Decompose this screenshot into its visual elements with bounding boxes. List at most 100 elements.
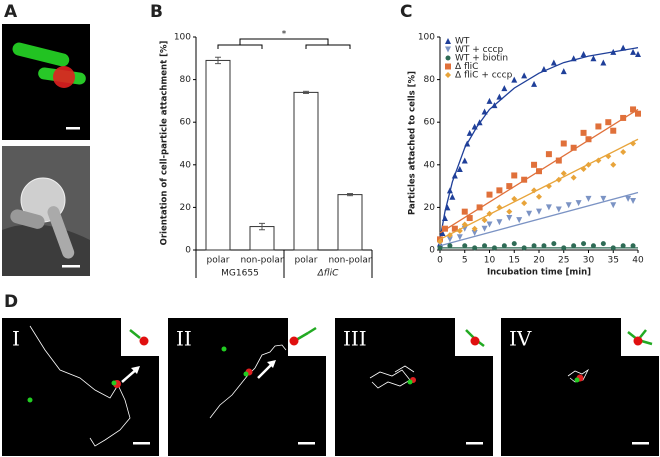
point bbox=[541, 243, 547, 249]
point bbox=[481, 108, 488, 115]
sub-panel-label: II bbox=[176, 327, 192, 351]
track-images bbox=[2, 318, 659, 456]
point bbox=[464, 140, 471, 147]
point bbox=[565, 202, 572, 209]
point bbox=[595, 157, 602, 164]
point bbox=[551, 241, 557, 247]
legend-marker bbox=[445, 55, 451, 61]
point bbox=[605, 119, 612, 126]
point bbox=[531, 161, 538, 168]
point bbox=[491, 102, 498, 109]
legend-marker bbox=[445, 63, 451, 70]
point bbox=[496, 204, 503, 211]
x-tick-label: non-polar bbox=[240, 256, 283, 266]
point bbox=[595, 123, 602, 130]
point bbox=[545, 183, 552, 190]
point bbox=[471, 229, 478, 236]
bar bbox=[293, 91, 319, 251]
legend-label: Δ fliC bbox=[455, 62, 478, 72]
legend-marker bbox=[445, 38, 451, 44]
fit-line bbox=[439, 138, 639, 240]
point bbox=[575, 200, 582, 207]
point bbox=[476, 204, 483, 211]
legend-label: WT bbox=[455, 37, 470, 47]
point bbox=[501, 243, 507, 249]
point bbox=[486, 191, 493, 198]
point bbox=[630, 106, 637, 113]
bracket bbox=[239, 38, 329, 45]
point bbox=[444, 204, 451, 211]
point bbox=[461, 157, 468, 164]
point bbox=[635, 51, 641, 58]
point bbox=[630, 243, 636, 249]
point bbox=[506, 215, 513, 222]
point bbox=[511, 172, 518, 179]
point bbox=[526, 210, 533, 217]
point bbox=[446, 187, 453, 194]
point bbox=[590, 243, 596, 249]
point bbox=[521, 176, 528, 183]
point bbox=[555, 176, 562, 183]
point bbox=[600, 195, 607, 202]
point bbox=[456, 234, 463, 241]
point bbox=[456, 166, 463, 173]
x-tick-label: 5 bbox=[462, 256, 468, 266]
point bbox=[506, 183, 513, 190]
y-axis-label: Orientation of cell-particle attachment … bbox=[160, 41, 170, 246]
point bbox=[491, 245, 497, 251]
point bbox=[486, 221, 493, 228]
point bbox=[496, 219, 503, 226]
fit-line bbox=[439, 191, 639, 247]
point bbox=[466, 215, 473, 222]
x-tick-label: 0 bbox=[437, 256, 443, 266]
point bbox=[555, 157, 562, 164]
y-tick-label: 60 bbox=[180, 118, 192, 128]
point bbox=[472, 245, 478, 251]
point bbox=[545, 151, 552, 158]
y-axis-label: Particles attached to cells [%] bbox=[408, 71, 418, 215]
point bbox=[496, 93, 503, 100]
y-tick-label: 40 bbox=[180, 160, 192, 170]
point bbox=[540, 65, 547, 72]
point bbox=[620, 44, 627, 51]
point bbox=[482, 243, 488, 249]
point bbox=[545, 204, 552, 211]
point bbox=[476, 119, 483, 126]
point bbox=[531, 187, 538, 194]
panel-label: D bbox=[4, 292, 18, 312]
point bbox=[447, 243, 453, 249]
y-tick-label: 20 bbox=[180, 203, 192, 213]
point bbox=[570, 174, 577, 181]
point bbox=[461, 221, 468, 228]
point bbox=[620, 114, 627, 121]
point bbox=[471, 123, 478, 130]
point bbox=[585, 161, 592, 168]
point bbox=[555, 206, 562, 213]
point bbox=[570, 144, 577, 151]
legend-label: Δ fliC + cccp bbox=[455, 71, 513, 81]
x-tick-label: 25 bbox=[558, 256, 569, 266]
point bbox=[462, 243, 468, 249]
point bbox=[560, 170, 567, 177]
point bbox=[620, 149, 627, 156]
y-tick-label: 20 bbox=[424, 203, 436, 213]
x-tick-label: polar bbox=[207, 256, 230, 266]
legend-marker bbox=[445, 46, 451, 53]
point bbox=[571, 243, 577, 249]
x-tick-label: 40 bbox=[632, 256, 644, 266]
y-tick-label: 80 bbox=[424, 75, 436, 85]
point bbox=[605, 153, 612, 160]
point bbox=[521, 72, 528, 79]
panel-label: B bbox=[150, 2, 163, 22]
x-tick-label: 20 bbox=[533, 256, 545, 266]
y-tick-label: 40 bbox=[424, 160, 436, 170]
point bbox=[580, 51, 587, 58]
point bbox=[581, 241, 587, 247]
point bbox=[580, 166, 587, 173]
point bbox=[600, 59, 607, 66]
point bbox=[550, 59, 557, 66]
point bbox=[600, 241, 606, 247]
y-tick-label: 80 bbox=[180, 75, 192, 85]
